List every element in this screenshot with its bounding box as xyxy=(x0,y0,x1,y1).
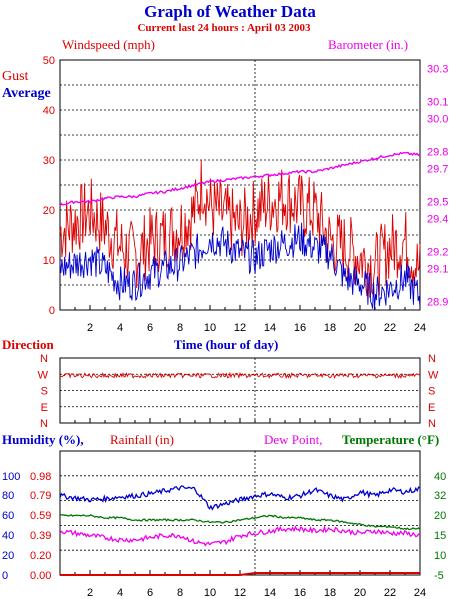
barometer-tick-label: 30.1 xyxy=(427,97,448,109)
rainfall-tick-label: 0.39 xyxy=(30,530,51,542)
windspeed-tick-label: 50 xyxy=(43,55,55,67)
barometer-tick-label: 28.9 xyxy=(427,297,448,309)
humidity-x-tick-label: 18 xyxy=(324,587,336,599)
humidity-frame xyxy=(59,450,421,576)
wind-x-tick-label: 12 xyxy=(234,322,246,334)
temperature-tick-label: 15 xyxy=(434,530,446,542)
barometer-tick-label: 29.1 xyxy=(427,263,448,275)
humidity-x-tick-label: 24 xyxy=(414,587,426,599)
dewpoint-axis-label: Dew Point, xyxy=(264,432,323,447)
chart-subtitle: Current last 24 hours : April 03 2003 xyxy=(137,22,311,34)
barometer-tick-label: 29.5 xyxy=(427,197,448,209)
temperature-tick-label: 10 xyxy=(434,550,446,562)
humidity-panel: 2 4 6 8 10 12 14 16 18 20 22 240204060801000.000.20… xyxy=(2,450,446,599)
barometer-series-line xyxy=(59,151,421,207)
humidity-tick-label: 40 xyxy=(2,530,14,542)
humidity-x-tick-label: 4 xyxy=(117,587,123,599)
direction-tick-label-left: N xyxy=(40,353,48,365)
direction-tick-label-right: S xyxy=(428,386,435,398)
humidity-x-tick-label: 6 xyxy=(147,587,153,599)
wind-x-tick-label: 6 xyxy=(147,322,153,334)
barometer-axis-label: Barometer (in.) xyxy=(328,37,408,52)
humidity-tick-label: 0 xyxy=(2,570,8,582)
humidity-x-tick-label: 22 xyxy=(384,587,396,599)
direction-tick-label-right: N xyxy=(428,418,436,430)
windspeed-axis-label: Windspeed (mph) xyxy=(62,37,155,52)
rainfall-axis-label: Rainfall (in) xyxy=(110,432,174,447)
barometer-tick-label: 29.8 xyxy=(427,147,448,159)
wind-x-tick-label: 2 xyxy=(87,322,93,334)
chart-title: Graph of Weather Data xyxy=(144,2,316,21)
humidity-axis-label: Humidity (%), xyxy=(2,432,84,447)
wind-x-tick-label: 24 xyxy=(414,322,426,334)
direction-tick-label-left: W xyxy=(38,369,49,381)
direction-tick-label-left: E xyxy=(41,402,48,414)
rainfall-tick-label: 0.20 xyxy=(30,550,51,562)
temperature-series-line xyxy=(59,513,421,531)
windspeed-tick-label: 10 xyxy=(43,255,55,267)
direction-panel: N NW WS SE EN N xyxy=(38,353,439,430)
temperature-tick-label: 32 xyxy=(434,490,446,502)
rainfall-tick-label: 0.59 xyxy=(30,510,51,522)
time-axis-label: Time (hour of day) xyxy=(174,337,279,352)
direction-tick-label-right: N xyxy=(428,353,436,365)
humidity-tick-label: 100 xyxy=(2,471,20,483)
wind-x-tick-label: 4 xyxy=(117,322,123,334)
temperature-axis-label: Temperature (°F) xyxy=(342,432,439,447)
humidity-x-tick-label: 10 xyxy=(204,587,216,599)
rainfall-tick-label: 0.98 xyxy=(30,471,51,483)
barometer-tick-label: 30.3 xyxy=(427,63,448,75)
gust-series-line xyxy=(59,160,421,298)
average-series-line xyxy=(59,222,421,310)
direction-axis-label: Direction xyxy=(2,337,55,352)
humidity-x-tick-label: 12 xyxy=(234,587,246,599)
wind-x-tick-label: 18 xyxy=(324,322,336,334)
windspeed-tick-label: 40 xyxy=(43,105,55,117)
windspeed-tick-label: 30 xyxy=(43,155,55,167)
windspeed-tick-label: 20 xyxy=(43,205,55,217)
direction-series-line xyxy=(59,371,421,380)
humidity-x-tick-label: 14 xyxy=(264,587,276,599)
wind-x-tick-label: 14 xyxy=(264,322,276,334)
direction-tick-label-left: N xyxy=(40,418,48,430)
rainfall-tick-label: 0.79 xyxy=(30,490,51,502)
direction-tick-label-left: S xyxy=(41,386,48,398)
direction-tick-label-right: W xyxy=(428,369,439,381)
wind-x-tick-label: 10 xyxy=(204,322,216,334)
humidity-x-tick-label: 16 xyxy=(294,587,306,599)
humidity-tick-label: 60 xyxy=(2,510,14,522)
humidity-x-tick-label: 20 xyxy=(354,587,366,599)
wind-x-tick-label: 22 xyxy=(384,322,396,334)
barometer-tick-label: 29.7 xyxy=(427,163,448,175)
dewpoint-series-line xyxy=(59,524,421,547)
wind-frame xyxy=(59,59,421,311)
rainfall-tick-label: 0.00 xyxy=(30,570,51,582)
windspeed-tick-label: 0 xyxy=(49,305,55,317)
humidity-x-tick-label: 2 xyxy=(87,587,93,599)
rainfall-series-line xyxy=(60,572,420,576)
wind-panel: 2 4 6 8 10 12 14 16 18 20 22 240102030405028.929.12… xyxy=(43,55,449,334)
legend-average: Average xyxy=(2,86,51,101)
temperature-tick-label: 40 xyxy=(434,471,446,483)
direction-frame xyxy=(59,357,421,424)
humidity-tick-label: 80 xyxy=(2,490,14,502)
wind-x-tick-label: 20 xyxy=(354,322,366,334)
wind-x-tick-label: 8 xyxy=(177,322,183,334)
barometer-tick-label: 29.2 xyxy=(427,247,448,259)
wind-x-tick-label: 16 xyxy=(294,322,306,334)
legend-gust: Gust xyxy=(2,69,29,84)
barometer-tick-label: 29.4 xyxy=(427,213,448,225)
humidity-x-tick-label: 8 xyxy=(177,587,183,599)
barometer-tick-label: 30.0 xyxy=(427,113,448,125)
humidity-series-line xyxy=(59,485,421,511)
direction-tick-label-right: E xyxy=(428,402,435,414)
temperature-tick-label: -5 xyxy=(434,570,444,582)
temperature-tick-label: 20 xyxy=(434,510,446,522)
humidity-tick-label: 20 xyxy=(2,550,14,562)
